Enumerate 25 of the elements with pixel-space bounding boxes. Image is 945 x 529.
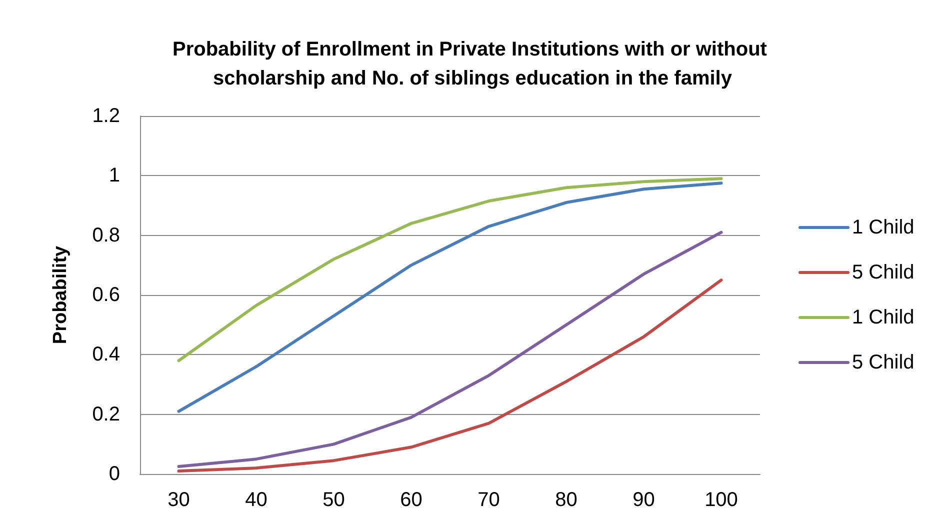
- legend-label: 5 Child: [852, 262, 914, 284]
- y-tick-label: 0: [108, 463, 120, 485]
- line-series: [177, 278, 723, 473]
- y-tick-label: 0.8: [92, 224, 120, 246]
- y-tick-label: 0.4: [92, 344, 120, 366]
- y-tick-label: 1.2: [92, 105, 120, 127]
- x-tick-label: 40: [245, 489, 268, 511]
- x-tick-label: 30: [168, 489, 190, 511]
- y-tick-label: 0.6: [92, 284, 120, 306]
- x-tick-label: 90: [632, 489, 655, 511]
- line-series: [177, 182, 723, 413]
- x-tick-label: 80: [555, 489, 578, 511]
- legend-label: 5 Child: [852, 352, 914, 374]
- x-tick-label: 60: [400, 489, 422, 511]
- legend-label: 1 Child: [852, 306, 914, 328]
- y-tick-label: 0.2: [92, 403, 120, 426]
- line-series: [177, 230, 723, 468]
- y-axis-title: Probability: [50, 245, 71, 344]
- x-tick-label: 70: [478, 489, 500, 511]
- y-tick-label: 1: [108, 164, 120, 187]
- line-series: [177, 177, 723, 362]
- legend-label: 1 Child: [852, 216, 914, 238]
- chart-title: Probability of Enrollment in Private Institutions with or without scholarship and No. of siblings education in the family: [172, 38, 773, 90]
- x-tick-label: 100: [704, 489, 738, 511]
- x-tick-label: 50: [322, 489, 345, 511]
